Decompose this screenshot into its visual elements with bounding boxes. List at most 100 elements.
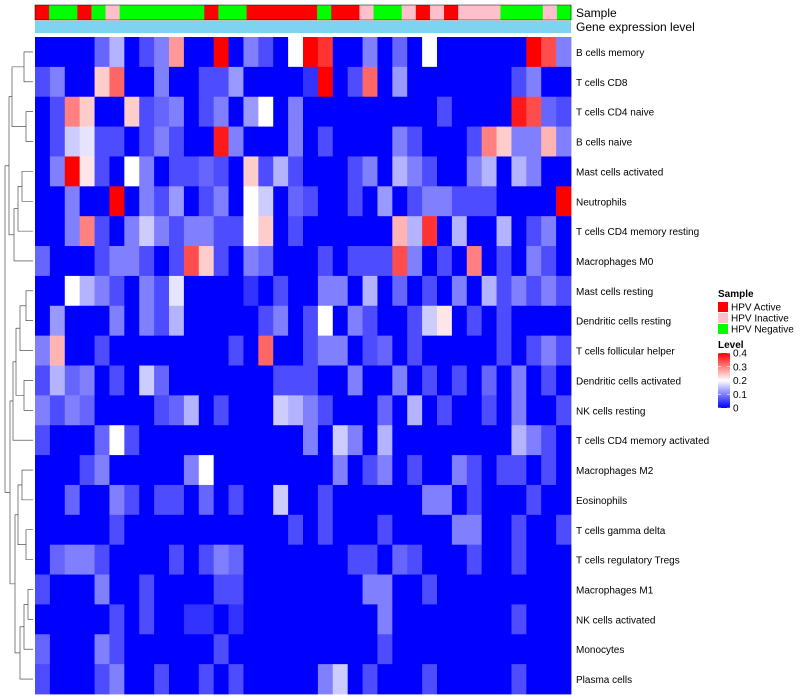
heatmap-cell bbox=[377, 126, 393, 157]
heatmap-cell bbox=[169, 126, 185, 157]
heatmap-cell bbox=[422, 484, 438, 516]
heatmap-cell bbox=[79, 664, 95, 695]
heatmap-cell bbox=[526, 66, 542, 98]
heatmap-cell bbox=[541, 246, 557, 277]
heatmap-cell bbox=[258, 246, 274, 277]
heatmap-cell bbox=[109, 604, 125, 635]
heatmap-cell bbox=[303, 305, 319, 337]
heatmap-cell bbox=[35, 484, 51, 516]
heatmap-cell bbox=[183, 664, 200, 695]
heatmap-cell bbox=[541, 574, 557, 605]
heatmap-cell bbox=[451, 425, 468, 456]
heatmap-cell bbox=[511, 246, 527, 277]
heatmap-cell bbox=[273, 604, 289, 635]
heatmap-cell bbox=[139, 275, 155, 307]
heatmap-cell bbox=[332, 514, 349, 546]
heatmap-cell bbox=[273, 156, 289, 187]
heatmap-cell bbox=[541, 305, 557, 337]
heatmap-cell bbox=[556, 484, 572, 516]
heatmap-cell bbox=[377, 544, 393, 575]
heatmap-cell bbox=[228, 634, 244, 665]
heatmap-cell bbox=[347, 484, 363, 516]
heatmap-cell bbox=[496, 664, 512, 695]
heatmap-cell bbox=[437, 37, 453, 68]
heatmap-cell bbox=[154, 604, 170, 635]
row-label: Dendritic cells resting bbox=[576, 317, 671, 328]
heatmap-cell bbox=[79, 455, 95, 486]
heatmap-cell bbox=[526, 425, 542, 456]
heatmap-cell bbox=[526, 514, 542, 546]
heatmap-cell bbox=[437, 634, 453, 665]
heatmap-cell bbox=[466, 246, 483, 277]
heatmap-cell bbox=[288, 455, 304, 486]
heatmap-cell bbox=[407, 96, 423, 127]
heatmap-cell bbox=[94, 395, 110, 426]
heatmap-cell bbox=[79, 216, 95, 247]
heatmap-cell bbox=[228, 216, 244, 247]
heatmap-cell bbox=[243, 425, 259, 456]
heatmap-cell bbox=[64, 335, 81, 366]
heatmap-cell bbox=[169, 96, 185, 127]
heatmap-cell bbox=[303, 484, 319, 516]
heatmap-cell bbox=[451, 305, 468, 337]
heatmap-cell bbox=[273, 66, 289, 98]
heatmap-cell bbox=[49, 664, 66, 695]
heatmap-cell bbox=[481, 634, 497, 665]
heatmap-cell bbox=[64, 275, 81, 307]
heatmap-cell bbox=[124, 574, 140, 605]
heatmap-cell bbox=[79, 395, 95, 426]
heatmap-cell bbox=[407, 514, 423, 546]
heatmap-cell bbox=[377, 335, 393, 366]
heatmap-cell bbox=[109, 216, 125, 247]
heatmap-cell bbox=[228, 544, 244, 575]
heatmap-cell bbox=[169, 365, 185, 396]
heatmap-cell bbox=[94, 37, 110, 68]
heatmap-cell bbox=[422, 37, 438, 68]
heatmap-cell bbox=[258, 156, 274, 187]
heatmap-cell bbox=[79, 514, 95, 546]
heatmap-cell bbox=[139, 455, 155, 486]
sample-annotation-cell bbox=[556, 5, 572, 20]
heatmap-cell bbox=[407, 186, 423, 217]
heatmap-cell bbox=[437, 186, 453, 217]
heatmap-cell bbox=[481, 484, 497, 516]
heatmap-cell bbox=[198, 216, 215, 247]
dendrogram-branch bbox=[23, 380, 33, 411]
heatmap-cell bbox=[377, 634, 393, 665]
dendrogram-branch bbox=[14, 514, 20, 654]
heatmap-cell bbox=[317, 66, 334, 98]
heatmap-cell bbox=[243, 216, 259, 247]
heatmap-cell bbox=[258, 634, 274, 665]
heatmap-cell bbox=[243, 126, 259, 157]
heatmap-cell bbox=[317, 365, 334, 396]
heatmap-cell bbox=[392, 156, 408, 187]
heatmap-cell bbox=[437, 604, 453, 635]
heatmap-cell bbox=[556, 156, 572, 187]
heatmap-cell bbox=[422, 275, 438, 307]
heatmap-cell bbox=[198, 604, 215, 635]
heatmap-cell bbox=[94, 574, 110, 605]
heatmap-cell bbox=[258, 216, 274, 247]
heatmap-cell bbox=[198, 96, 215, 127]
heatmap-cell bbox=[109, 634, 125, 665]
sample-annotation-cell bbox=[345, 5, 360, 20]
sample-annotation-cell bbox=[303, 5, 318, 20]
heatmap-cell bbox=[109, 246, 125, 277]
heatmap-cell bbox=[213, 96, 229, 127]
heatmap-cell bbox=[139, 156, 155, 187]
heatmap-cell bbox=[481, 574, 497, 605]
heatmap-cell bbox=[496, 455, 512, 486]
heatmap-cell bbox=[243, 365, 259, 396]
heatmap-cell bbox=[64, 425, 81, 456]
heatmap-cell bbox=[109, 275, 125, 307]
heatmap-cell bbox=[392, 365, 408, 396]
sample-annotation-cell bbox=[77, 5, 92, 20]
row-label: Mast cells resting bbox=[576, 287, 653, 298]
legend-level-tick-label: 0.3 bbox=[733, 362, 747, 373]
heatmap-cell bbox=[243, 66, 259, 98]
heatmap-cell bbox=[258, 275, 274, 307]
heatmap-cell bbox=[94, 126, 110, 157]
heatmap-cell bbox=[511, 634, 527, 665]
heatmap-cell bbox=[392, 664, 408, 695]
heatmap-cell bbox=[392, 37, 408, 68]
